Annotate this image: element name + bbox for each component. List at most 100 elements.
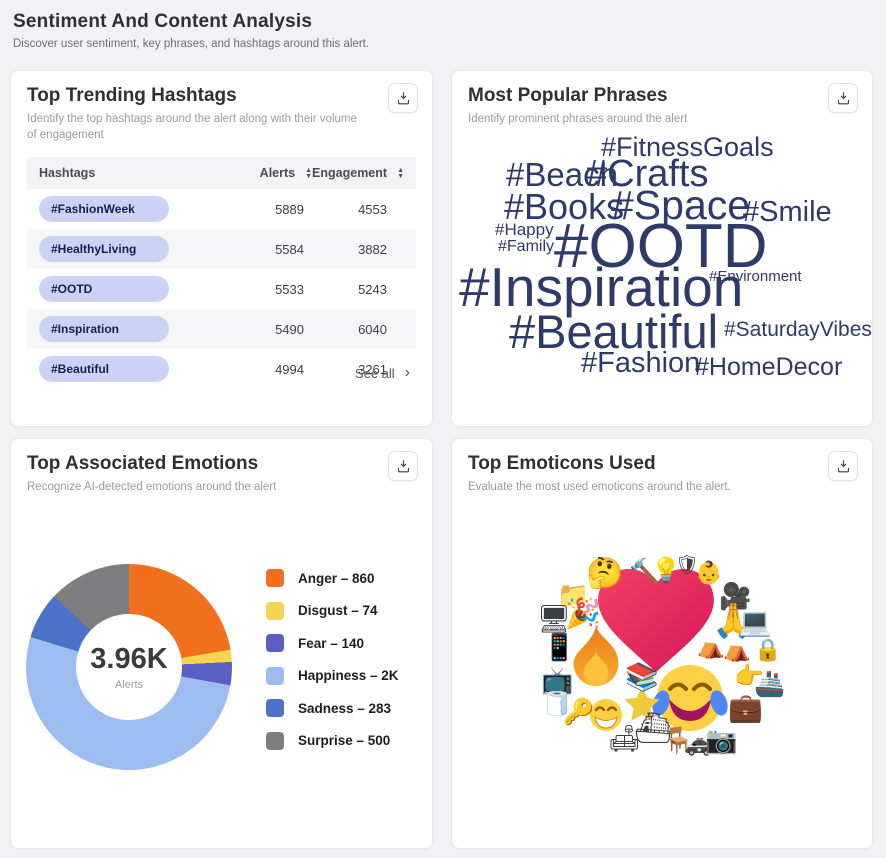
table-row: #OOTD 5533 5243 (27, 269, 416, 309)
card-subtitle: Identify the top hashtags around the ale… (27, 113, 357, 142)
legend-item-anger[interactable]: Anger – 860 (266, 569, 399, 587)
hashtag-pill[interactable]: #HealthyLiving (39, 236, 169, 263)
card-subtitle: Recognize AI-detected emotions around th… (27, 481, 277, 493)
legend-item-disgust[interactable]: Disgust – 74 (266, 601, 399, 620)
toilet-paper-emoji: 🧻 (542, 691, 572, 718)
column-header-hashtags: Hashtags (39, 166, 96, 181)
shield-emoji: 🛡 (675, 555, 700, 576)
legend-label: Fear – 140 (298, 635, 365, 651)
cloud-word[interactable]: #OOTD (554, 212, 768, 281)
cloud-word[interactable]: #HomeDecor (695, 353, 843, 381)
ferry-emoji: ⛴ (634, 712, 673, 745)
table-body: #FashionWeek 5889 4553 #HealthyLiving 5584 38… (27, 189, 416, 389)
cloud-word[interactable]: #Beautiful (509, 305, 719, 358)
download-icon (837, 459, 849, 472)
page-title: Sentiment And Content Analysis (13, 11, 313, 32)
phrase-word-cloud: #FitnessGoals #Beach #Crafts #Books #Space #S… (452, 129, 872, 426)
see-all-link[interactable]: See all › (355, 364, 410, 382)
hashtag-pill[interactable]: #OOTD (39, 276, 169, 303)
pointing-hand-emoji: 👉 (734, 663, 764, 690)
donut-total-value: 3.96K (90, 643, 168, 675)
legend-swatch (266, 634, 284, 652)
legend-swatch (266, 731, 284, 750)
table-row: #FashionWeek 5889 4553 (27, 189, 416, 229)
face-with-tears-of-joy-emoji (652, 665, 728, 731)
alerts-value: 5533 (275, 281, 304, 297)
download-button[interactable] (828, 451, 858, 481)
cloud-word[interactable]: #Crafts (586, 153, 709, 195)
download-button[interactable] (828, 83, 858, 113)
page-subtitle: Discover user sentiment, key phrases, an… (13, 38, 370, 50)
top-associated-emotions-card: Top Associated Emotions Recognize AI-det… (10, 438, 433, 849)
briefcase-emoji: 💼 (728, 692, 763, 723)
cards-grid: Top Trending Hashtags Identify the top h… (10, 70, 873, 849)
legend-swatch (266, 699, 284, 717)
cloud-word[interactable]: #Beach (506, 156, 618, 193)
mobile-phone-emoji: 📱 (543, 632, 576, 662)
card-title: Top Trending Hashtags (27, 85, 237, 106)
legend-label: Happiness – 2K (298, 668, 399, 683)
baby-emoji: 👶 (695, 560, 723, 585)
column-header-engagement: Engagement (312, 166, 388, 181)
emotions-donut-chart[interactable]: 3.96K Alerts (26, 564, 232, 770)
card-title: Top Associated Emotions (27, 453, 259, 474)
legend-label: Anger – 860 (298, 570, 375, 586)
cloud-word[interactable]: #Family (498, 238, 555, 255)
heart-emoji (598, 569, 714, 673)
movie-camera-emoji: 🎥 (719, 581, 752, 611)
cloud-word[interactable]: #Inspiration (459, 256, 744, 318)
thinking-face-emoji: 🤔 (586, 557, 624, 590)
alerts-value: 4994 (275, 361, 304, 377)
sort-alerts-button[interactable]: ▲ ▼ (305, 166, 313, 180)
hashtag-pill[interactable]: #Beautiful (39, 356, 169, 383)
legend-label: Disgust – 74 (298, 603, 378, 618)
top-emoticons-used-card: Top Emoticons Used Evaluate the most use… (451, 438, 873, 849)
tent-emoji: ⛺ (723, 637, 751, 662)
card-subtitle: Evaluate the most used emoticons around … (468, 481, 731, 493)
legend-item-fear[interactable]: Fear – 140 (266, 634, 399, 652)
cloud-word[interactable]: #Environment (709, 268, 802, 285)
cloud-word[interactable]: #Space (611, 182, 751, 228)
legend-item-happiness[interactable]: Happiness – 2K (266, 666, 399, 685)
engagement-value: 3261 (358, 361, 387, 377)
hashtag-pill[interactable]: #Inspiration (39, 316, 169, 343)
download-button[interactable] (388, 451, 418, 481)
chair-emoji: 🪑 (662, 725, 695, 755)
cloud-word[interactable]: #SaturdayVibes (724, 318, 872, 341)
police-car-emoji: 🚓 (684, 730, 713, 756)
legend-swatch (266, 666, 284, 685)
download-icon (397, 459, 409, 472)
card-title: Top Emoticons Used (468, 453, 656, 474)
couch-emoji: 🛋 (608, 723, 642, 753)
alerts-value: 5584 (275, 241, 304, 257)
fire-emoji (573, 626, 619, 687)
top-trending-hashtags-card: Top Trending Hashtags Identify the top h… (10, 70, 433, 427)
chevron-right-icon: › (404, 364, 410, 381)
camera-emoji: 📷 (705, 725, 738, 755)
sort-engagement-button[interactable]: ▲ ▼ (397, 166, 404, 180)
legend-item-surprise[interactable]: Surprise – 500 (266, 731, 399, 750)
download-button[interactable] (388, 83, 418, 113)
cloud-word[interactable]: #Smile (743, 196, 832, 228)
laptop-emoji: 💻 (738, 607, 772, 637)
engagement-value: 4553 (358, 201, 387, 217)
cloud-word[interactable]: #FitnessGoals (601, 132, 774, 162)
hashtag-pill[interactable]: #FashionWeek (39, 196, 169, 223)
cloud-word[interactable]: #Books (504, 186, 625, 227)
cloud-word[interactable]: #Fashion (581, 347, 701, 379)
star-emoji (624, 685, 660, 721)
key-emoji: 🔑 (563, 698, 595, 726)
legend-label: Surprise – 500 (298, 733, 391, 748)
alerts-value: 5889 (275, 201, 304, 217)
television-emoji: 📺 (541, 665, 574, 695)
cloud-word[interactable]: #Happy (495, 220, 554, 239)
grinning-face-emoji (590, 699, 622, 731)
hammer-emoji: 🔨 (629, 558, 661, 586)
download-icon (397, 91, 409, 104)
download-icon (837, 91, 849, 104)
legend-swatch (266, 569, 284, 587)
lock-emoji: 🔒 (754, 637, 782, 662)
tent-emoji: ⛺ (697, 634, 725, 659)
table-row: #Beautiful 4994 3261 (27, 349, 416, 389)
legend-item-sadness[interactable]: Sadness – 283 (266, 699, 399, 717)
